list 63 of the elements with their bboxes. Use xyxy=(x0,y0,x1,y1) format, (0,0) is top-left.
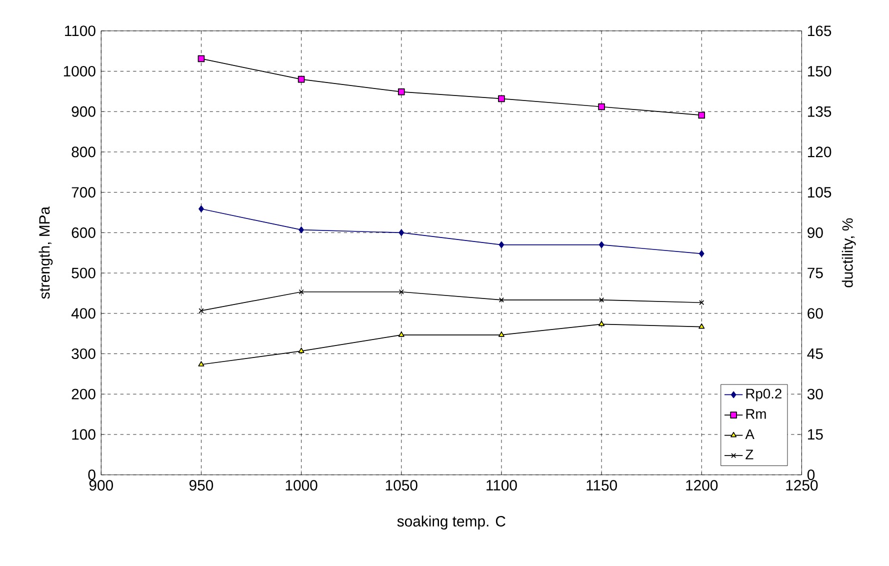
y2-tick-label: 165 xyxy=(808,25,832,36)
point xyxy=(498,95,505,102)
point xyxy=(298,226,304,234)
y-tick-label: 900 xyxy=(72,106,96,117)
x-tick-label: 1050 xyxy=(386,480,418,490)
point xyxy=(298,289,304,294)
y-tick-label: 400 xyxy=(71,308,96,318)
point xyxy=(198,55,205,62)
y2-tick-label: 135 xyxy=(808,106,832,117)
y2-tick-label: 30 xyxy=(807,388,823,400)
point xyxy=(398,331,404,337)
x-tick-label: 1200 xyxy=(686,480,718,490)
x-tick-label: 1100 xyxy=(486,480,517,490)
point xyxy=(698,112,706,118)
point xyxy=(398,88,405,96)
point xyxy=(398,229,404,236)
x-axis-title: soaking temp. C xyxy=(397,515,506,530)
point xyxy=(498,241,504,248)
point xyxy=(599,297,604,302)
point xyxy=(298,347,304,353)
x-tick-label: 1000 xyxy=(286,480,318,490)
legend-label: A xyxy=(745,429,754,439)
point xyxy=(298,76,305,83)
y-tick-label: 100 xyxy=(72,428,96,440)
y2-tick-label: 60 xyxy=(808,308,823,318)
x-tick-label: 950 xyxy=(189,480,214,490)
point xyxy=(698,323,705,329)
y-tick-label: 200 xyxy=(72,388,96,400)
y2-tick-label: 150 xyxy=(808,66,832,76)
y2-tick-label: 45 xyxy=(807,348,823,359)
y-tick-label: 300 xyxy=(72,348,96,359)
point xyxy=(598,320,605,326)
point xyxy=(699,300,704,305)
y2-tick-label: 75 xyxy=(808,268,823,278)
y-tick-label: 500 xyxy=(72,268,96,278)
point xyxy=(198,205,204,212)
y2-axis-title: ductility, % xyxy=(842,218,856,288)
x-tick-label: 1250 xyxy=(786,480,818,490)
y-tick-label: 1100 xyxy=(65,25,96,36)
legend-label: Z xyxy=(746,450,754,460)
y2-tick-label: 105 xyxy=(808,186,832,198)
y2-tick-label: 15 xyxy=(808,429,823,440)
y-tick-label: 600 xyxy=(72,227,96,238)
y-tick-label: 700 xyxy=(72,186,96,198)
point xyxy=(198,360,204,366)
y-axis-title: strength, MPa xyxy=(38,206,53,299)
point xyxy=(698,250,704,257)
legend-label: Rm xyxy=(746,408,766,419)
point xyxy=(498,331,504,337)
point xyxy=(198,308,204,314)
point xyxy=(598,241,604,248)
y2-tick-label: 90 xyxy=(808,227,823,238)
point xyxy=(598,103,605,110)
y-tick-label: 800 xyxy=(72,146,96,158)
y-tick-label: 0 xyxy=(88,469,96,480)
x-tick-label: 1150 xyxy=(586,480,617,490)
y2-tick-label: 0 xyxy=(807,469,815,480)
y2-tick-label: 120 xyxy=(808,146,832,158)
legend-label: Rp0.2 xyxy=(746,388,782,402)
point xyxy=(498,297,504,302)
point xyxy=(398,289,404,294)
x-tick-label: 900 xyxy=(89,480,114,490)
y-tick-label: 1000 xyxy=(64,66,96,76)
